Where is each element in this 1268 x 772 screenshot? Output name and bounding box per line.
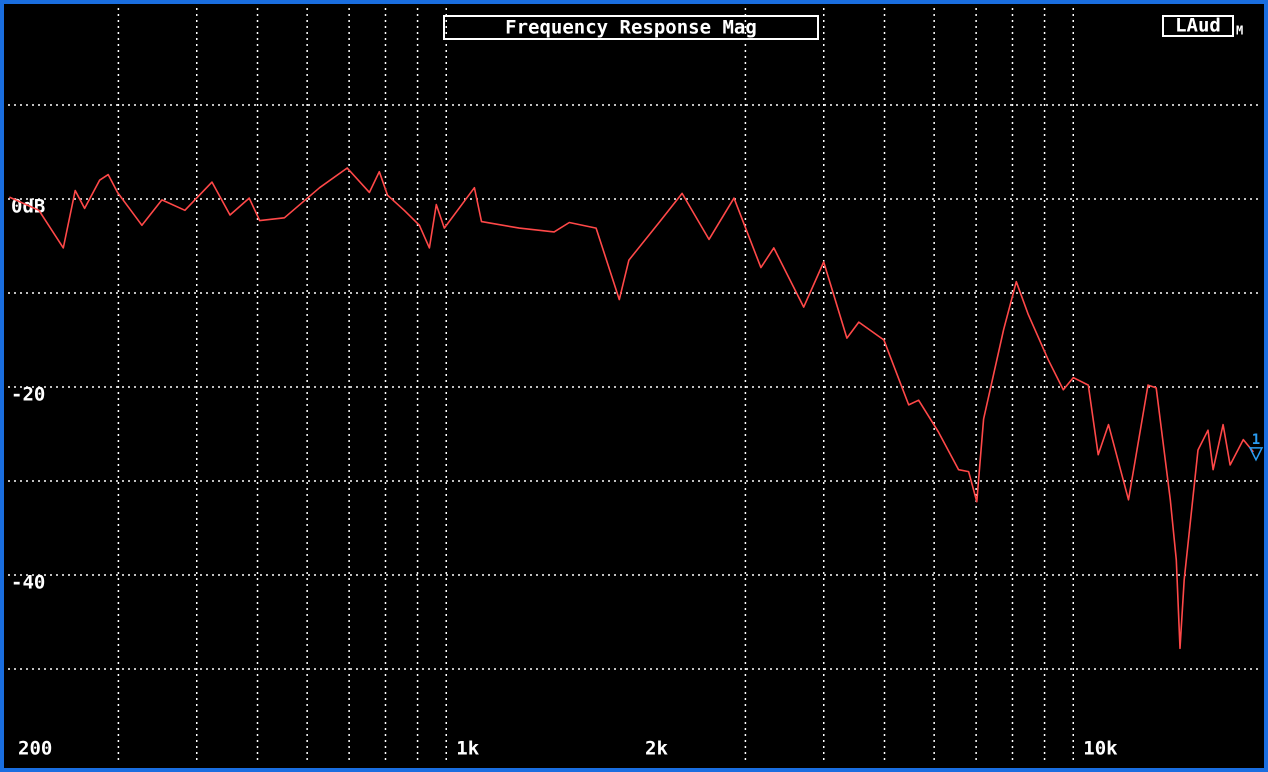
x-tick-label: 10k	[1083, 738, 1118, 760]
x-tick-label: 1k	[456, 738, 479, 760]
title-box	[443, 15, 819, 40]
cursor-label: 1	[1252, 432, 1260, 448]
channel-mode: M	[1236, 24, 1243, 38]
y-tick-label: -20	[11, 384, 45, 406]
x-tick-label: 200	[18, 738, 52, 760]
cursor-marker	[1248, 447, 1264, 462]
chart-title: Frequency Response Mag	[505, 17, 757, 39]
y-tick-label: -40	[11, 572, 45, 594]
y-tick-label: 0dB	[11, 196, 45, 218]
channel-box	[1162, 15, 1234, 37]
x-tick-label: 2k	[645, 738, 668, 760]
channel-label: LAud	[1175, 15, 1221, 37]
line	[9, 167, 1254, 650]
